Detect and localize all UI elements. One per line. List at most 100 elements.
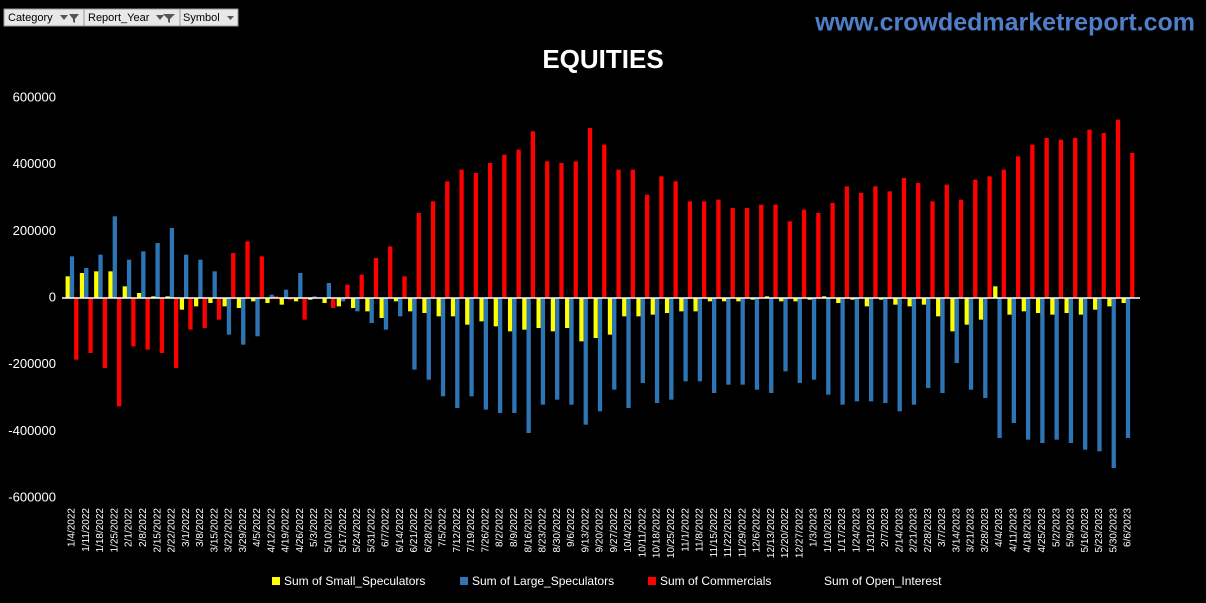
bar (654, 298, 660, 403)
bar (402, 276, 407, 298)
bar (593, 298, 598, 338)
bar (497, 298, 503, 413)
bar (616, 169, 621, 298)
bar (194, 298, 199, 307)
x-tick-label: 12/13/2022 (766, 508, 777, 558)
bar (1001, 169, 1006, 298)
bar (779, 298, 784, 302)
bar (388, 246, 393, 298)
bar (255, 298, 260, 337)
x-tick-label: 6/6/2023 (1123, 508, 1134, 547)
bar (408, 298, 413, 312)
bar (844, 186, 850, 298)
bar (702, 201, 707, 298)
bar (416, 213, 421, 298)
bar (1040, 298, 1045, 443)
bar (1011, 298, 1016, 423)
bar (202, 298, 207, 328)
bar (607, 298, 613, 335)
x-tick-label: 12/27/2022 (794, 508, 805, 558)
bar (540, 298, 546, 405)
bar (259, 256, 264, 298)
bar (298, 273, 303, 298)
x-tick-label: 3/22/2022 (224, 508, 235, 553)
bar (473, 173, 478, 298)
bar (816, 213, 821, 298)
bar (987, 176, 992, 298)
bar (1078, 298, 1084, 315)
filter-button[interactable]: Category (3, 8, 85, 27)
bar (536, 298, 541, 328)
x-tick-label: 4/4/2023 (994, 508, 1005, 547)
bar (469, 298, 474, 397)
bar (502, 154, 507, 298)
bar (954, 298, 959, 363)
bar (422, 298, 427, 313)
x-tick-label: 5/30/2023 (1108, 508, 1119, 553)
legend-swatch (460, 577, 468, 585)
x-tick-label: 7/5/2022 (438, 508, 449, 547)
x-tick-label: 8/30/2022 (552, 508, 563, 553)
bar (769, 298, 774, 393)
bar (430, 201, 436, 298)
bar (398, 298, 403, 317)
filter-label[interactable]: Report_Year (88, 12, 150, 24)
bar (750, 298, 755, 300)
x-tick-label: 3/21/2023 (966, 508, 977, 553)
bar (1087, 129, 1092, 298)
bar (302, 298, 307, 320)
bar (1130, 153, 1135, 298)
bar (826, 298, 831, 395)
bar (622, 298, 627, 317)
bar (930, 201, 935, 298)
bar (559, 163, 564, 298)
bar (630, 169, 635, 298)
bar (626, 298, 631, 408)
x-tick-label: 5/3/2022 (309, 508, 320, 547)
x-tick-label: 4/18/2023 (1023, 508, 1034, 553)
filter-button[interactable]: Symbol (179, 8, 239, 27)
x-tick-label: 4/5/2022 (252, 508, 263, 547)
bar (716, 199, 721, 298)
bar (283, 289, 289, 298)
x-tick-label: 11/22/2022 (723, 508, 734, 558)
bar (712, 298, 717, 393)
bar (369, 298, 374, 323)
filter-button[interactable]: Report_Year (83, 8, 181, 27)
filter-label[interactable]: Symbol (183, 12, 220, 24)
bar (1044, 138, 1049, 298)
y-tick-label: 200000 (13, 223, 56, 238)
bar (141, 251, 146, 298)
bar (269, 294, 274, 298)
bar (88, 298, 93, 353)
filter-label[interactable]: Category (8, 12, 53, 24)
bar (340, 298, 346, 302)
bar (944, 184, 949, 298)
bar (1083, 298, 1088, 450)
bar (1107, 298, 1112, 307)
x-tick-label: 2/21/2023 (909, 508, 920, 553)
bar (736, 298, 741, 302)
x-tick-label: 1/24/2023 (852, 508, 863, 553)
x-tick-label: 11/8/2022 (695, 508, 706, 552)
bar (1097, 298, 1102, 452)
bar (1101, 133, 1106, 298)
x-tick-label: 8/16/2022 (523, 508, 534, 553)
bar (522, 298, 527, 330)
bar (516, 149, 521, 298)
bar (222, 298, 227, 307)
bar (993, 286, 998, 298)
bar (312, 296, 317, 298)
x-tick-label: 10/18/2022 (652, 508, 663, 558)
bar (493, 298, 498, 327)
legend-label: Sum of Commercials (660, 574, 771, 588)
bar (921, 298, 927, 305)
bar (555, 298, 560, 400)
bar (245, 241, 250, 298)
bar (830, 203, 835, 298)
bar (669, 298, 674, 400)
bar (1058, 139, 1064, 298)
bar (707, 298, 713, 302)
bar (383, 298, 389, 330)
